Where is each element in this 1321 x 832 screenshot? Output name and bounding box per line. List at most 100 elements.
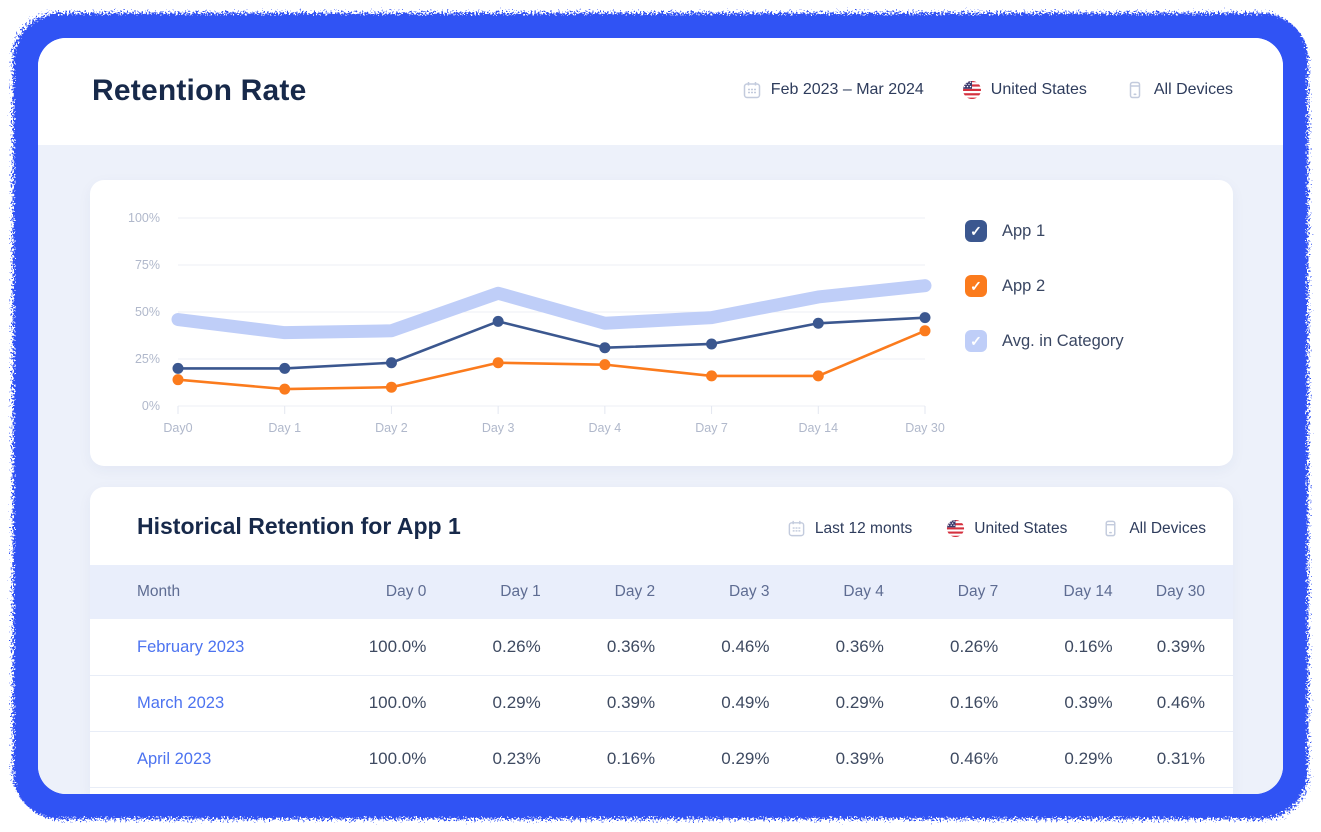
header-filters: Feb 2023 – Mar 2024 (742, 80, 1233, 100)
table-row: March 2023 100.0% 0.29% 0.39% 0.49% 0.29% 0.16… (90, 675, 1233, 732)
retention-chart: 0% 25% 50% 75% 100% Day0 Day 1 Day 2 Day 3 Day 4 D… (128, 211, 945, 435)
x-axis-tick-label: Day 4 (589, 421, 622, 435)
date-range-filter[interactable]: Feb 2023 – Mar 2024 (742, 80, 924, 100)
y-axis-tick-label: 25% (135, 352, 160, 366)
country-filter[interactable]: United States (962, 80, 1087, 100)
table-country-label: United States (974, 519, 1068, 537)
data-point (492, 315, 504, 327)
x-axis-tick-label: Day0 (163, 421, 192, 435)
y-axis-tick-label: 100% (128, 211, 160, 225)
y-axis-tick-label: 75% (135, 258, 160, 272)
table-devices-filter[interactable]: All Devices (1101, 519, 1206, 538)
retention-value-cell: 0.39% (546, 675, 662, 732)
series-app-1 (176, 316, 927, 370)
x-axis-tick-label: Day 14 (798, 421, 838, 435)
data-point (385, 357, 397, 369)
calendar-icon (742, 80, 762, 100)
series-avg-in-category (171, 279, 932, 340)
table-period-filter[interactable]: Last 12 monts (787, 519, 912, 538)
device-icon (1101, 519, 1120, 538)
column-header: Month (90, 565, 318, 619)
data-point (385, 381, 397, 393)
data-point (172, 374, 184, 386)
table-country-filter[interactable]: United States (946, 519, 1067, 538)
x-axis-tick-label: Day 30 (905, 421, 945, 435)
retention-value-cell: 0.16% (546, 731, 662, 788)
x-axis-tick-label: Day 7 (695, 421, 728, 435)
data-point (919, 325, 931, 337)
month-cell: February 2023 (90, 619, 318, 676)
retention-value-cell: 0.16% (1004, 619, 1119, 676)
retention-value-cell: 0.16% (889, 675, 1005, 732)
data-point (599, 342, 611, 354)
x-axis-tick-label: Day 1 (268, 421, 301, 435)
month-link[interactable]: March 2023 (137, 694, 225, 712)
series-checkbox[interactable]: ✓ (965, 220, 987, 242)
legend-label: App 2 (1002, 276, 1046, 295)
retention-value-cell: 0.36% (546, 619, 662, 676)
devices-filter[interactable]: All Devices (1125, 80, 1233, 100)
retention-value-cell: 0.26% (432, 619, 547, 676)
retention-value-cell: 0.31% (1118, 731, 1233, 788)
historical-retention-table: Month Day 0 Day 1 Day 2 Day 3 Day 4 Day 7 Day 1… (90, 565, 1233, 788)
column-header: Day 3 (661, 565, 776, 619)
retention-value-cell: 0.23% (432, 731, 547, 788)
data-point (812, 317, 824, 329)
column-header: Day 2 (546, 565, 662, 619)
table-title: Historical Retention for App 1 (137, 513, 461, 539)
data-point (279, 383, 291, 395)
legend-item-avg-in-category[interactable]: ✓ Avg. in Category (965, 330, 1124, 352)
month-cell: April 2023 (90, 731, 318, 788)
series-checkbox[interactable]: ✓ (965, 330, 987, 352)
retention-value-cell: 100.0% (318, 619, 433, 676)
y-axis-tick-label: 50% (135, 305, 160, 319)
legend-label: Avg. in Category (1002, 331, 1124, 350)
x-axis-tick-label: Day 2 (375, 421, 408, 435)
retention-value-cell: 0.46% (661, 619, 776, 676)
country-label: United States (990, 81, 1087, 98)
retention-value-cell: 0.29% (775, 675, 890, 732)
page-title: Retention Rate (92, 74, 307, 107)
column-header: Day 14 (1004, 565, 1119, 619)
date-range-label: Feb 2023 – Mar 2024 (770, 81, 924, 98)
column-header: Day 1 (432, 565, 547, 619)
month-cell: March 2023 (90, 675, 318, 732)
retention-value-cell: 0.29% (432, 675, 547, 732)
y-axis-tick-label: 0% (142, 399, 160, 413)
data-point (706, 338, 718, 350)
legend-label: App 1 (1002, 221, 1046, 240)
data-point (279, 362, 291, 374)
retention-value-cell: 0.39% (1004, 675, 1119, 732)
legend-item-app-2[interactable]: ✓ App 2 (965, 275, 1124, 297)
column-header: Day 4 (775, 565, 890, 619)
calendar-icon (787, 519, 806, 538)
retention-value-cell: 0.39% (1118, 619, 1233, 676)
device-icon (1125, 80, 1145, 100)
retention-value-cell: 0.46% (889, 731, 1005, 788)
table-filters: Last 12 monts (787, 519, 1206, 538)
data-point (599, 359, 611, 371)
month-link[interactable]: February 2023 (137, 637, 245, 656)
column-header: Day 0 (318, 565, 433, 619)
data-point (172, 362, 184, 374)
chart-legend: ✓ App 1 ✓ App 2 ✓ Avg. in Category (965, 220, 1124, 352)
retention-value-cell: 0.39% (775, 731, 890, 788)
retention-value-cell: 0.36% (775, 619, 890, 676)
retention-value-cell: 100.0% (318, 675, 433, 732)
devices-label: All Devices (1153, 81, 1233, 98)
us-flag-icon (962, 80, 982, 100)
series-app-2 (176, 329, 927, 391)
table-row: February 2023 100.0% 0.26% 0.36% 0.46% 0.36% 0… (90, 619, 1233, 676)
table-period-label: Last 12 monts (814, 519, 913, 537)
legend-item-app-1[interactable]: ✓ App 1 (965, 220, 1124, 242)
retention-value-cell: 0.26% (889, 619, 1005, 676)
table-body: February 2023 100.0% 0.26% 0.36% 0.46% 0.36% 0… (90, 619, 1233, 788)
data-point (706, 370, 718, 382)
month-link[interactable]: April 2023 (137, 750, 212, 768)
retention-value-cell: 100.0% (318, 731, 433, 788)
page-header: Retention Rate Feb 2023 – Mar 2024 (38, 38, 1283, 145)
table-devices-label: All Devices (1129, 519, 1206, 537)
series-checkbox[interactable]: ✓ (965, 275, 987, 297)
column-header: Day 30 (1118, 565, 1233, 619)
